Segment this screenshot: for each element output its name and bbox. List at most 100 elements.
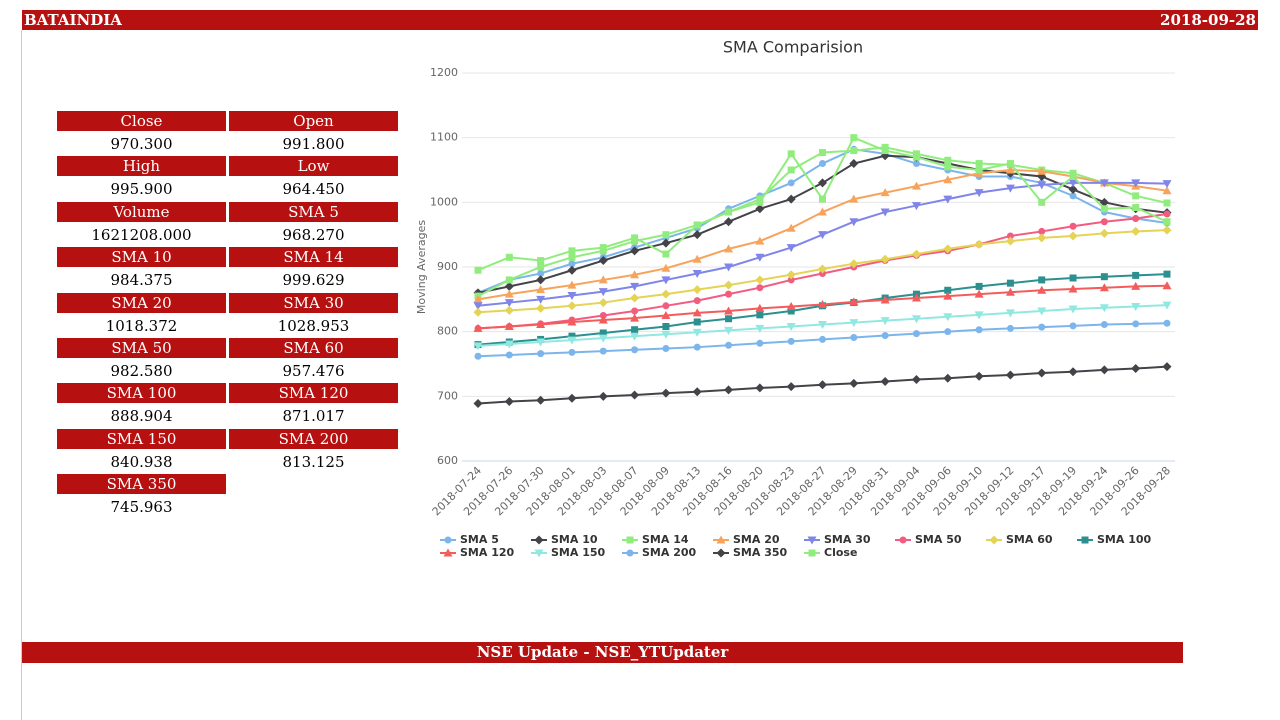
- point: [1068, 305, 1078, 314]
- left-border: [21, 30, 22, 720]
- point: [505, 276, 513, 284]
- point: [786, 244, 796, 253]
- point: [1068, 179, 1078, 188]
- point: [568, 247, 576, 255]
- point: [1131, 226, 1141, 236]
- point: [1099, 365, 1109, 375]
- point: [818, 207, 827, 216]
- point: [568, 348, 576, 356]
- point: [724, 385, 734, 395]
- point: [724, 217, 734, 227]
- point: [944, 286, 952, 294]
- point: [626, 536, 634, 544]
- point: [692, 387, 702, 397]
- cell-label: Low: [229, 156, 398, 177]
- point: [1069, 172, 1077, 180]
- point: [504, 321, 514, 330]
- point: [693, 318, 701, 326]
- point: [850, 147, 858, 155]
- point: [880, 317, 890, 326]
- point: [567, 280, 577, 289]
- point: [943, 373, 953, 383]
- y-tick-label: 1200: [430, 66, 458, 79]
- point: [631, 326, 639, 334]
- legend-label: SMA 5: [460, 533, 499, 546]
- point: [1069, 274, 1077, 282]
- point: [692, 230, 702, 240]
- cell-value: 991.800: [282, 135, 345, 153]
- point: [912, 153, 920, 161]
- cell-value: 999.629: [282, 271, 345, 290]
- point: [662, 322, 670, 330]
- point: [567, 265, 577, 275]
- point: [504, 289, 514, 298]
- point: [1069, 192, 1077, 200]
- point: [944, 156, 952, 164]
- point: [756, 198, 764, 206]
- point: [911, 315, 921, 324]
- legend-label: SMA 20: [733, 533, 780, 546]
- point: [1163, 199, 1171, 207]
- point: [692, 254, 702, 263]
- cell-label: SMA 5: [229, 201, 398, 222]
- cell-value: 964.450: [282, 180, 345, 199]
- cell-value: 968.270: [282, 225, 345, 244]
- point: [880, 295, 890, 304]
- point: [880, 376, 890, 386]
- point: [786, 382, 796, 392]
- point: [880, 254, 890, 264]
- point: [599, 329, 607, 337]
- point: [1100, 205, 1108, 213]
- point: [598, 288, 608, 297]
- point: [944, 328, 952, 336]
- point: [473, 398, 483, 408]
- point: [849, 159, 859, 169]
- cell-value: 1028.953: [277, 316, 350, 335]
- point: [786, 223, 796, 232]
- point: [1132, 320, 1140, 328]
- point: [536, 320, 546, 329]
- legend-label: SMA 60: [1006, 533, 1053, 546]
- point: [537, 257, 545, 265]
- point: [567, 393, 577, 403]
- point: [807, 536, 817, 545]
- point: [819, 160, 826, 168]
- point: [568, 332, 576, 340]
- cell-value: 871.017: [282, 407, 345, 426]
- point: [1099, 179, 1109, 188]
- point: [1099, 304, 1109, 313]
- point: [975, 326, 983, 334]
- point: [1037, 307, 1047, 316]
- point: [943, 291, 953, 300]
- cell-label: SMA 100: [57, 383, 226, 404]
- point: [1100, 218, 1108, 226]
- y-tick-label: 900: [437, 260, 458, 273]
- point: [974, 371, 984, 381]
- point: [911, 181, 921, 190]
- legend-label: SMA 10: [551, 533, 598, 546]
- point: [1131, 179, 1141, 188]
- point: [756, 339, 764, 347]
- legend-label: SMA 14: [642, 533, 689, 546]
- chart-title: SMA Comparision: [723, 38, 863, 57]
- point: [911, 293, 921, 302]
- legend-label: SMA 30: [824, 533, 871, 546]
- point: [1037, 233, 1047, 243]
- point: [849, 194, 859, 203]
- point: [943, 313, 953, 322]
- point: [504, 299, 514, 308]
- point: [662, 302, 670, 310]
- point: [1100, 273, 1108, 281]
- point: [693, 297, 701, 305]
- point: [1037, 181, 1047, 190]
- cell-value: 840.938: [110, 452, 173, 471]
- point: [630, 332, 640, 341]
- point: [443, 548, 453, 557]
- point: [536, 395, 546, 405]
- point: [473, 307, 483, 317]
- point: [725, 341, 733, 349]
- point: [786, 270, 796, 280]
- cell-label: Close: [57, 111, 226, 131]
- point: [755, 204, 765, 214]
- point: [630, 293, 640, 303]
